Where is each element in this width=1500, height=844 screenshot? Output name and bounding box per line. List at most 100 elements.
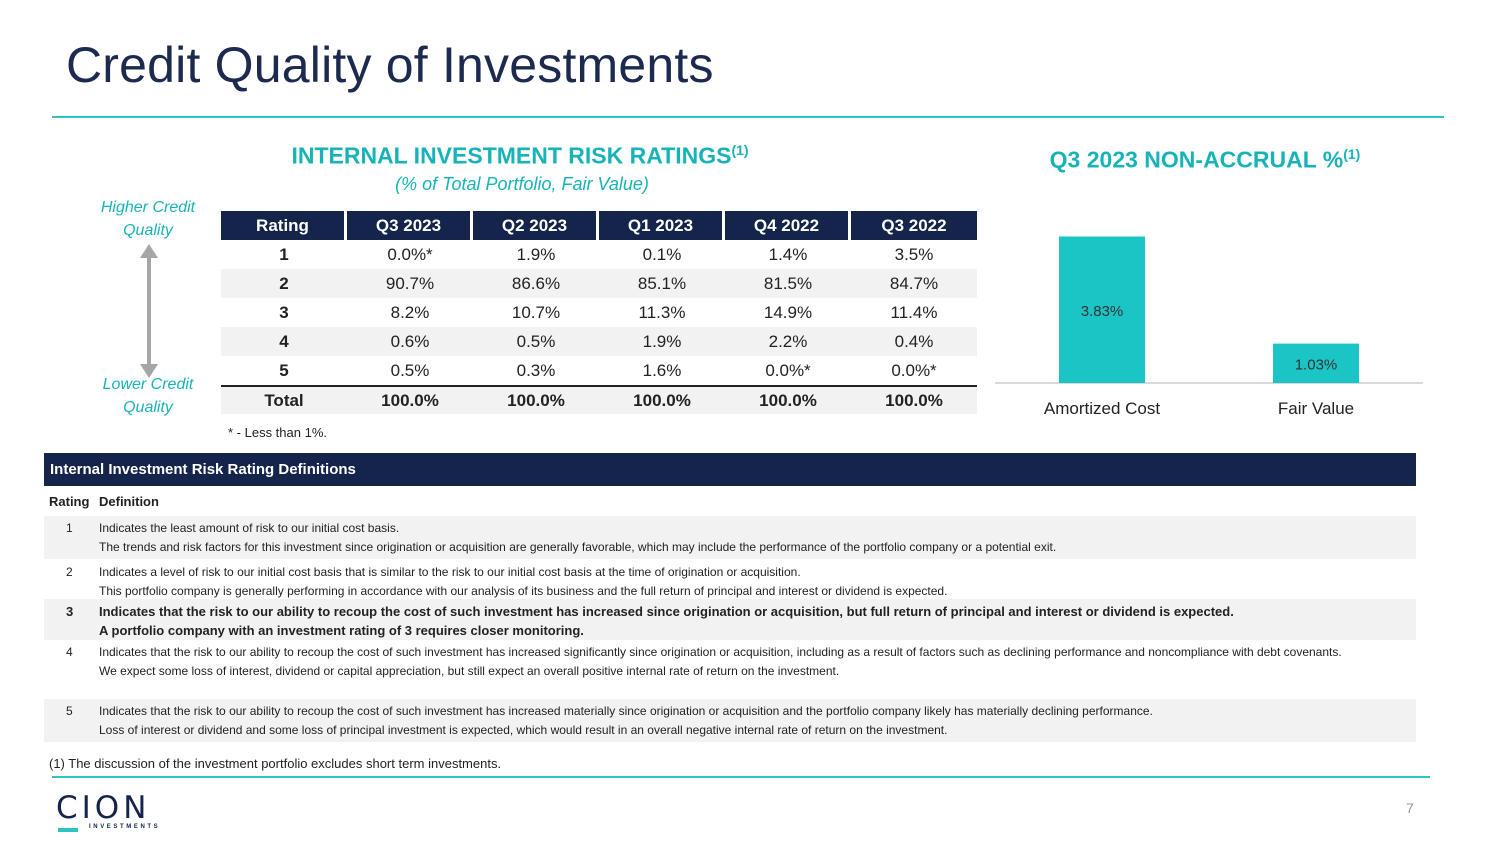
definition-text: Indicates that the risk to our ability t… xyxy=(99,602,1409,640)
definitions-header: Internal Investment Risk Rating Definiti… xyxy=(44,453,1416,486)
definition-row: 2 Indicates a level of risk to our initi… xyxy=(44,560,1416,598)
definition-row: 1 Indicates the least amount of risk to … xyxy=(44,516,1416,559)
footnote: (1) The discussion of the investment por… xyxy=(49,756,502,771)
value-cell: 3.5% xyxy=(894,244,934,264)
logo-subtitle: INVESTMENTS xyxy=(89,824,161,830)
value-cell: 90.7% xyxy=(347,269,473,298)
page-number: 7 xyxy=(1406,800,1414,816)
definition-row: 4 Indicates that the risk to our ability… xyxy=(44,640,1416,698)
company-logo: CION INVESTMENTS xyxy=(56,790,160,836)
less-than-note: * - Less than 1%. xyxy=(228,425,327,440)
value-cell: 0.0%* xyxy=(765,360,811,380)
definition-row: 5 Indicates that the risk to our ability… xyxy=(44,699,1416,742)
col-header: Q1 2023 xyxy=(599,211,725,240)
total-cell: 100.0% xyxy=(725,385,851,414)
col-header: Rating xyxy=(221,211,347,240)
value-cell: 10.7% xyxy=(511,302,561,322)
data-label: 3.83% xyxy=(1081,303,1124,320)
value-cell: 1.4% xyxy=(768,244,808,264)
value-cell: 0.6% xyxy=(347,327,473,356)
total-row: Total 100.0% 100.0% 100.0% 100.0% 100.0% xyxy=(221,385,977,414)
value-cell: 2.2% xyxy=(725,327,851,356)
col-header: Q2 2023 xyxy=(473,211,599,240)
value-cell: 8.2% xyxy=(390,302,430,322)
ratings-title: INTERNAL INVESTMENT RISK RATINGS(1) xyxy=(222,142,818,170)
value-cell: 1.9% xyxy=(516,244,556,264)
col-header: Q4 2022 xyxy=(725,211,851,240)
value-cell: 85.1% xyxy=(599,269,725,298)
table-row: 3 8.2% 10.7% 11.3% 14.9% 11.4% xyxy=(221,298,977,327)
definition-line: The trends and risk factors for this inv… xyxy=(99,540,1057,554)
ratings-title-text: INTERNAL INVESTMENT RISK RATINGS xyxy=(291,142,732,169)
risk-ratings-table: Rating Q3 2023 Q2 2023 Q1 2023 Q4 2022 Q… xyxy=(221,211,977,414)
value-cell: 0.4% xyxy=(851,327,977,356)
definition-col-label: Definition xyxy=(99,494,159,509)
definition-text: Indicates that the risk to our ability t… xyxy=(99,643,1409,681)
total-cell: 100.0% xyxy=(347,385,473,414)
value-cell: 0.3% xyxy=(516,360,556,380)
bar-amortized-cost xyxy=(1059,236,1145,383)
total-cell: 100.0% xyxy=(599,385,725,414)
definition-line: Indicates that the risk to our ability t… xyxy=(99,704,1153,718)
value-cell: 11.3% xyxy=(638,302,686,322)
value-cell: 0.0%* xyxy=(387,244,433,264)
table-row: 1 0.0%* 1.9% 0.1% 1.4% 3.5% xyxy=(221,240,977,269)
non-accrual-title: Q3 2023 NON-ACCRUAL %(1) xyxy=(990,146,1420,174)
credit-quality-arrow-icon xyxy=(140,244,158,378)
value-cell: 1.6% xyxy=(642,360,682,380)
bar-fair-value xyxy=(1273,343,1359,383)
total-cell: 100.0% xyxy=(473,385,599,414)
category-label: Fair Value xyxy=(1278,399,1354,418)
rating-cell: 3 xyxy=(279,302,289,322)
value-cell: 14.9% xyxy=(763,302,813,322)
definition-text: Indicates that the risk to our ability t… xyxy=(99,702,1409,740)
definition-rating: 3 xyxy=(66,604,74,619)
col-header: Q3 2023 xyxy=(347,211,473,240)
rating-cell: 1 xyxy=(279,244,289,264)
rating-cell: 5 xyxy=(279,360,289,380)
definition-line: Indicates a level of risk to our initial… xyxy=(99,565,801,579)
table-row: 5 0.5% 0.3% 1.6% 0.0%* 0.0%* xyxy=(221,356,977,385)
value-cell: 0.5% xyxy=(390,360,430,380)
lower-credit-quality-label: Lower Credit Quality xyxy=(102,376,194,416)
total-cell: 100.0% xyxy=(851,385,977,414)
value-cell: 86.6% xyxy=(473,269,599,298)
value-cell: 84.7% xyxy=(851,269,977,298)
definition-rating: 1 xyxy=(66,521,73,535)
ratings-subtitle: (% of Total Portfolio, Fair Value) xyxy=(395,174,649,194)
logo-accent xyxy=(58,828,78,832)
definition-rating: 5 xyxy=(66,704,73,718)
definition-rating: 4 xyxy=(66,645,73,659)
footer-divider xyxy=(52,776,1430,778)
definition-line: Indicates the least amount of risk to ou… xyxy=(99,521,400,535)
table-row: 2 90.7% 86.6% 85.1% 81.5% 84.7% xyxy=(221,269,977,298)
rating-cell: 2 xyxy=(221,269,347,298)
value-cell: 0.5% xyxy=(473,327,599,356)
definition-line: Indicates that the risk to our ability t… xyxy=(99,604,1234,619)
page-title: Credit Quality of Investments xyxy=(66,37,714,93)
definition-rating: 2 xyxy=(66,565,73,579)
category-label: Amortized Cost xyxy=(1044,399,1160,418)
value-cell: 11.4% xyxy=(890,302,938,322)
definition-line: A portfolio company with an investment r… xyxy=(99,623,584,638)
definitions-columns: Rating Definition xyxy=(49,494,159,509)
ratings-title-sup: (1) xyxy=(731,142,749,158)
definition-row: 3 Indicates that the risk to our ability… xyxy=(44,599,1416,640)
table-header-row: Rating Q3 2023 Q2 2023 Q1 2023 Q4 2022 Q… xyxy=(221,211,977,240)
definition-line: Indicates that the risk to our ability t… xyxy=(99,645,1342,659)
definition-line: Loss of interest or dividend and some lo… xyxy=(99,723,948,737)
definition-text: Indicates the least amount of risk to ou… xyxy=(99,519,1409,557)
non-accrual-title-sup: (1) xyxy=(1343,146,1361,162)
value-cell: 0.1% xyxy=(642,244,682,264)
definition-text: Indicates a level of risk to our initial… xyxy=(99,563,1409,601)
definition-line: This portfolio company is generally perf… xyxy=(99,584,948,598)
higher-credit-quality-label: Higher Credit Quality xyxy=(100,199,196,239)
total-label: Total xyxy=(221,385,347,414)
value-cell: 1.9% xyxy=(599,327,725,356)
rating-col-label: Rating xyxy=(49,494,90,509)
definition-line: We expect some loss of interest, dividen… xyxy=(99,664,840,678)
logo-wordmark: CION xyxy=(56,790,151,826)
non-accrual-chart: 3.83% Amortized Cost 1.03% Fair Value xyxy=(995,236,1423,418)
value-cell: 0.0%* xyxy=(891,360,937,380)
title-divider xyxy=(52,116,1444,118)
